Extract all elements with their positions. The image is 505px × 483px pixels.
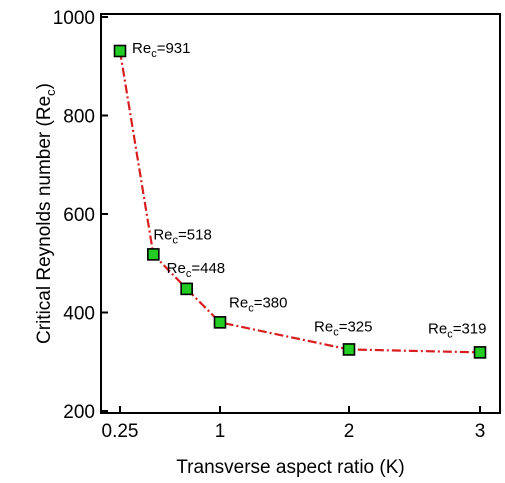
y-tick-label: 1000 [53, 8, 95, 29]
plot-frame [100, 13, 501, 414]
y-tick-label: 600 [63, 205, 95, 226]
y-axis-title: Critical Reynolds number (Rec) [34, 83, 58, 344]
x-tick-label: 3 [475, 421, 486, 442]
data-point [180, 282, 193, 296]
data-point [113, 44, 127, 58]
y-axis-title-sub: c [43, 89, 58, 96]
data-label: Rec=319 [428, 320, 486, 340]
x-tick-label: 1 [215, 421, 226, 442]
series-line [118, 50, 481, 354]
y-tick-label: 800 [63, 107, 95, 128]
data-point [147, 248, 160, 261]
x-tick-label: 2 [344, 421, 355, 442]
data-label: Rec=448 [167, 260, 225, 280]
x-axis-title: Transverse aspect ratio (K) [176, 457, 404, 478]
data-label: Rec=380 [229, 294, 287, 314]
data-label: Rec=325 [314, 318, 372, 338]
data-point [213, 316, 227, 329]
y-tick-label: 200 [63, 402, 95, 423]
y-axis-title-close: ) [34, 83, 55, 89]
x-tick-label: 0.25 [102, 421, 139, 442]
data-label: Rec=518 [153, 226, 211, 246]
data-point [473, 346, 487, 359]
series-markers [113, 44, 487, 359]
y-tick-label: 400 [63, 304, 95, 325]
data-label: Rec=931 [132, 40, 190, 60]
y-axis-title-main: Critical Reynolds number (Re [34, 96, 55, 344]
data-point [342, 343, 356, 356]
axis-ticks: 200 400 600 800 1000 0.25 1 2 3 [53, 8, 486, 442]
